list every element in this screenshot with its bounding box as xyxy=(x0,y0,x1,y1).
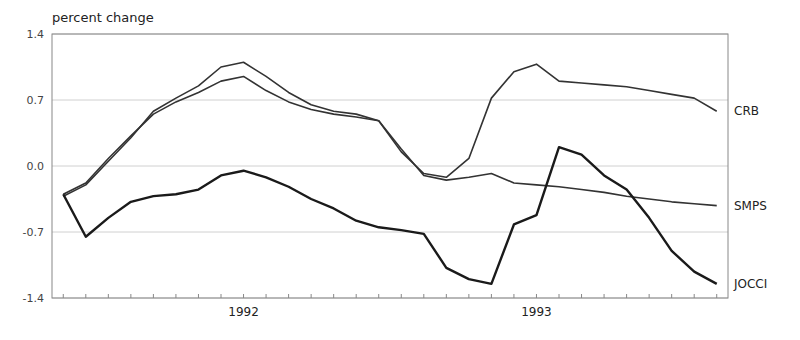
y-tick-label: -0.7 xyxy=(23,226,44,239)
grid-line xyxy=(52,100,728,101)
x-tick xyxy=(716,294,717,298)
x-tick xyxy=(333,294,334,298)
x-tick xyxy=(175,294,176,298)
lines xyxy=(63,62,716,284)
x-tick xyxy=(423,294,424,298)
x-tick xyxy=(63,294,64,298)
series-line xyxy=(63,147,716,284)
grid-line xyxy=(52,166,728,167)
x-tick xyxy=(311,294,312,298)
plot-frame xyxy=(52,34,728,298)
series-line xyxy=(63,62,716,196)
chart: percent change -1.4 -0.7 0.0 0.7 1.4 1992 1993 C… xyxy=(0,0,800,340)
y-tick-label: 0.7 xyxy=(27,94,45,107)
x-tick xyxy=(626,294,627,298)
x-tick xyxy=(153,294,154,298)
x-tick xyxy=(243,294,244,298)
series-label: JOCCI xyxy=(733,277,767,291)
x-tick xyxy=(536,294,537,298)
x-tick xyxy=(671,294,672,298)
grid-line xyxy=(52,232,728,233)
x-tick xyxy=(221,294,222,298)
x-tick xyxy=(581,294,582,298)
x-tick xyxy=(108,294,109,298)
x-tick xyxy=(604,294,605,298)
x-tick xyxy=(649,294,650,298)
x-tick xyxy=(401,294,402,298)
series-label: SMPS xyxy=(734,199,767,213)
x-tick xyxy=(288,294,289,298)
title: percent change xyxy=(52,10,154,25)
y-tick-label: 0.0 xyxy=(27,160,45,173)
y-tick-label: -1.4 xyxy=(23,292,44,305)
x-tick xyxy=(491,294,492,298)
x-tick xyxy=(378,294,379,298)
x-tick-label: 1992 xyxy=(228,305,259,319)
x-tick xyxy=(266,294,267,298)
y-tick-label: 1.4 xyxy=(27,28,45,41)
x-tick-label: 1993 xyxy=(521,305,552,319)
x-tick xyxy=(356,294,357,298)
series-label: CRB xyxy=(734,104,759,118)
x-tick xyxy=(198,294,199,298)
x-tick xyxy=(513,294,514,298)
x-tick xyxy=(559,294,560,298)
x-tick xyxy=(468,294,469,298)
x-tick xyxy=(694,294,695,298)
x-tick xyxy=(446,294,447,298)
x-tick xyxy=(85,294,86,298)
x-tick xyxy=(130,294,131,298)
series-line xyxy=(63,76,716,205)
